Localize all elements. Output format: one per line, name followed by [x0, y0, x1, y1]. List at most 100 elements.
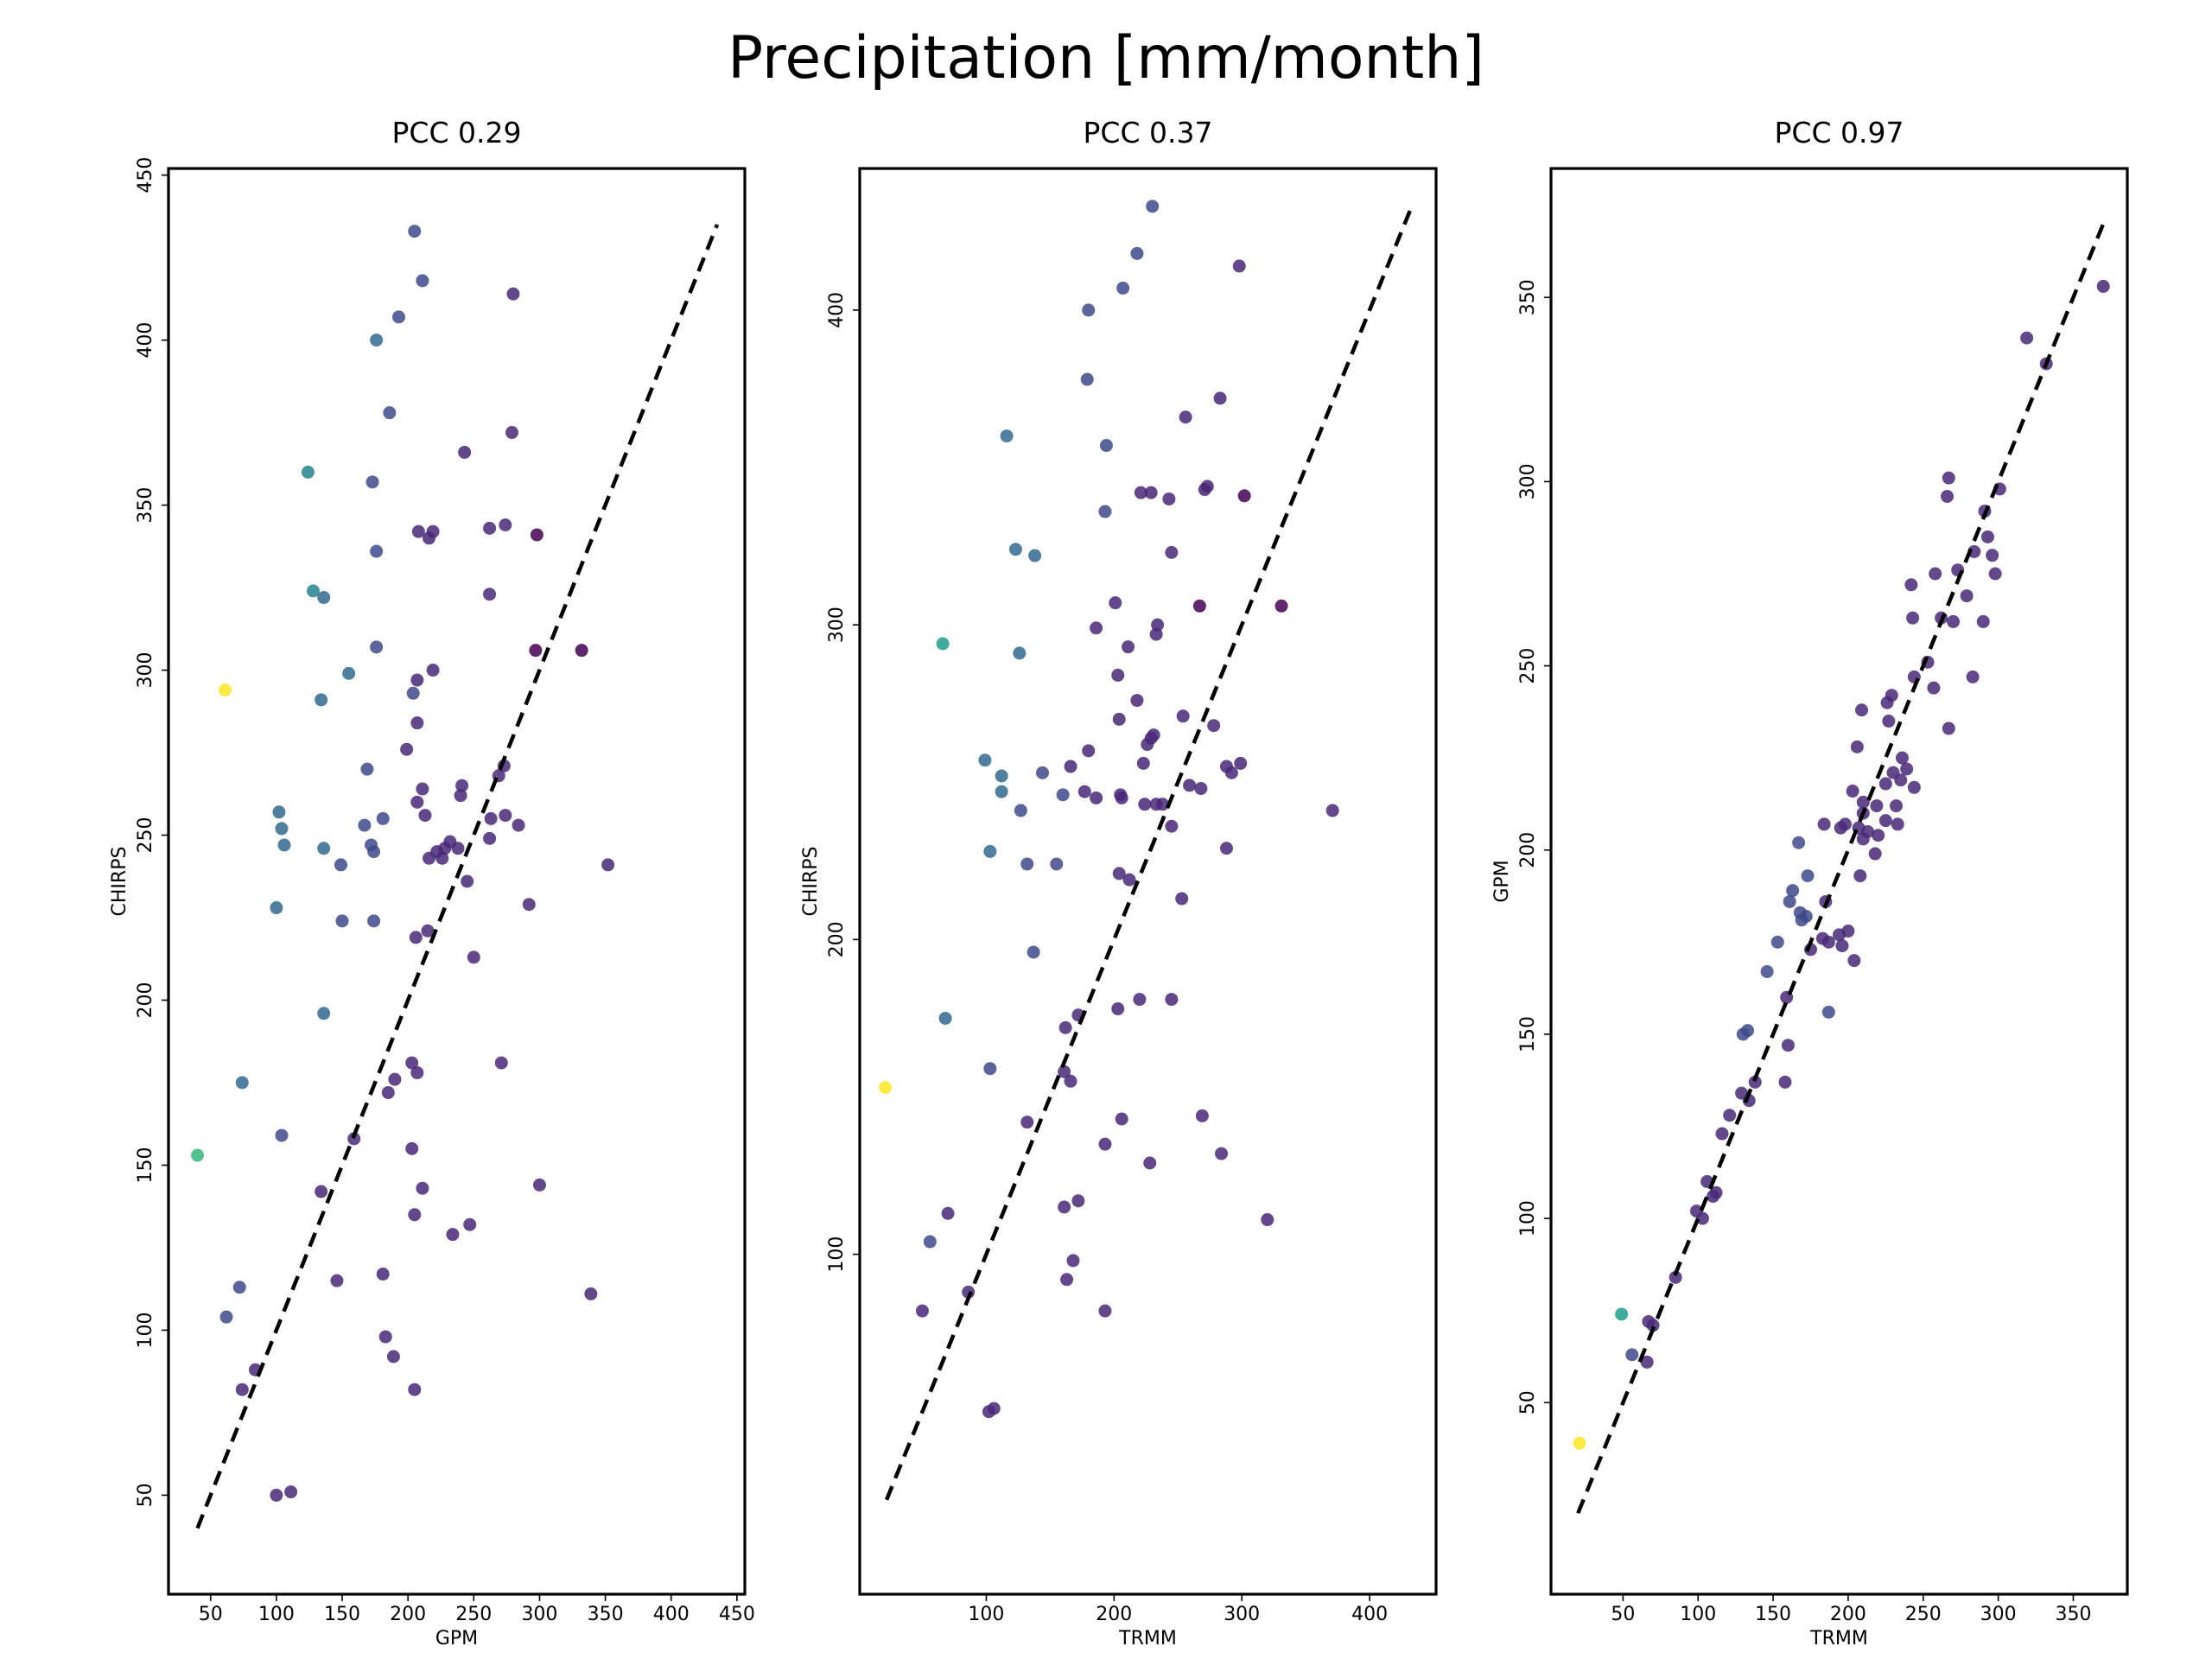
x-tick-label: 350 [588, 1604, 624, 1625]
scatter-point [938, 1011, 952, 1025]
scatter-point [1880, 696, 1894, 709]
scatter-point [505, 426, 518, 440]
scatter-point [1976, 614, 1990, 628]
scatter-point [1165, 819, 1179, 833]
scatter-point [376, 1268, 390, 1281]
scatter-point [1195, 1109, 1209, 1122]
scatter-point [317, 1007, 331, 1020]
scatter-point [1261, 1213, 1274, 1227]
scatter-point [219, 1310, 233, 1324]
scatter-point [1890, 799, 1904, 813]
scatter-point [483, 588, 497, 601]
scatter-point [1143, 1156, 1157, 1170]
scatter-point [1817, 817, 1831, 831]
scatter-point [1274, 599, 1288, 613]
y-tick-label: 300 [1517, 463, 1539, 499]
scatter-point [1850, 740, 1864, 753]
scatter-point [1907, 780, 1921, 794]
x-tick-label: 300 [521, 1604, 557, 1625]
scatter-point [1870, 799, 1884, 813]
scatter-point [272, 805, 286, 819]
scatter-point [1116, 281, 1130, 295]
scatter-point [983, 1062, 997, 1076]
y-tick-label: 150 [135, 1147, 156, 1183]
y-tick-label: 150 [1517, 1016, 1539, 1052]
scatter-point [2020, 331, 2034, 345]
scatter-point [370, 640, 384, 654]
scatter-point [983, 844, 997, 858]
scatter-point [358, 818, 372, 832]
plot-frame [1549, 167, 2129, 1596]
scatter-point [532, 1178, 546, 1192]
scatter-point [1099, 439, 1113, 453]
scatter-point [335, 914, 349, 928]
scatter-point [405, 1056, 419, 1070]
scatter-point [483, 521, 497, 535]
scatter-point [879, 1081, 893, 1095]
scatter-point [1760, 964, 1774, 978]
scatter-point [1035, 766, 1049, 779]
scatter-point [1833, 928, 1846, 942]
y-axis-label: CHIRPS [109, 847, 130, 917]
scatter-point [1847, 954, 1861, 968]
scatter-point [1028, 549, 1042, 563]
scatter-point [584, 1287, 598, 1300]
scatter-point [1237, 489, 1251, 503]
x-tick-label: 200 [390, 1604, 426, 1625]
scatter-point [1020, 857, 1034, 871]
scatter-point [941, 1206, 955, 1220]
scatter-point [423, 851, 436, 865]
scatter-point [936, 637, 950, 651]
scatter-point [1014, 804, 1027, 817]
scatter-point [506, 287, 520, 301]
y-tick-label: 400 [826, 292, 848, 328]
scatter-point [1815, 931, 1829, 945]
scatter-point [1060, 1273, 1074, 1287]
scatter-point [426, 664, 440, 677]
scatter-point [342, 666, 356, 680]
scatter-point [1695, 1211, 1709, 1225]
scatter-point [1834, 821, 1847, 835]
x-tick-label: 100 [968, 1604, 1004, 1625]
y-tick-label: 400 [135, 322, 156, 359]
scatter-point [218, 683, 232, 696]
scatter-point [1207, 719, 1221, 733]
scatter-point [1799, 910, 1813, 924]
scatter-point [408, 1382, 422, 1396]
y-tick-label: 300 [135, 652, 156, 689]
scatter-point [978, 753, 992, 767]
scatter-point [410, 716, 424, 730]
y-axis-label: CHIRPS [800, 847, 822, 917]
scatter-point [1778, 1075, 1792, 1089]
x-tick-label: 150 [1755, 1604, 1791, 1625]
y-tick-label: 100 [135, 1312, 156, 1348]
scatter-point [410, 1066, 424, 1080]
scatter-point [1056, 788, 1070, 802]
scatter-point [388, 1072, 402, 1086]
scatter-point [1165, 993, 1179, 1007]
scatter-point [1077, 785, 1091, 798]
scatter-point [1130, 246, 1144, 260]
scatter-point [1947, 614, 1961, 628]
scatter-points [879, 200, 1339, 1419]
scatter-point [1194, 782, 1208, 796]
scatter-point [1215, 1147, 1229, 1160]
scatter-point [1783, 894, 1796, 908]
scatter-point [1149, 627, 1163, 641]
scatter-point [330, 1274, 344, 1287]
scatter-point [284, 1485, 298, 1499]
scatter-point [1112, 867, 1126, 880]
scatter-point [1098, 505, 1112, 518]
scatter-point [367, 845, 381, 859]
scatter-point [1846, 785, 1859, 798]
scatter-point [458, 445, 472, 459]
scatter-point [1122, 640, 1135, 654]
scatter-point [1098, 1304, 1112, 1318]
scatter-point [317, 842, 331, 855]
x-tick-label: 450 [719, 1604, 755, 1625]
scatter-point [1640, 1355, 1654, 1369]
scatter-point [1134, 486, 1147, 499]
scatter-panel-2: PCC 0.37 100 200 300 400 100 200 300 400 TRMM CHIR… [800, 116, 1438, 1649]
scatter-point [370, 544, 384, 558]
